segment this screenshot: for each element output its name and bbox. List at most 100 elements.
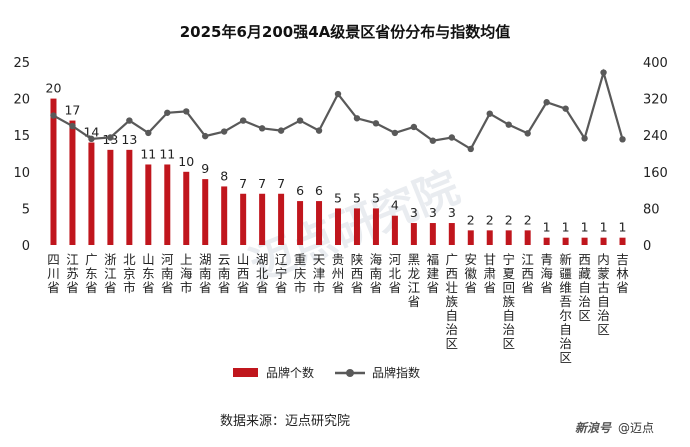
- line-point: [126, 117, 133, 124]
- bar: [221, 186, 228, 245]
- bar: [391, 215, 398, 245]
- line-point: [202, 132, 209, 140]
- line-point: [277, 127, 285, 134]
- bar-data-label: 6: [296, 183, 304, 198]
- x-category-label: 宁夏回族自治区: [502, 252, 515, 351]
- line-point: [220, 128, 228, 135]
- x-category-label: 黑龙江省: [408, 252, 421, 309]
- line-point: [107, 134, 114, 141]
- x-category-label: 广东省: [85, 252, 98, 295]
- x-category-label: 福建省: [427, 252, 440, 295]
- y-right-tick-label: 160: [643, 166, 668, 181]
- bar-data-label: 1: [562, 220, 570, 235]
- bar: [50, 98, 57, 245]
- bar-data-label: 11: [159, 146, 175, 161]
- legend-bar-label: 品牌个数: [266, 365, 314, 380]
- x-category-label: 山东省: [142, 252, 155, 295]
- bar: [505, 230, 512, 245]
- x-category-label: 天津市: [313, 252, 326, 295]
- bar: [278, 193, 285, 245]
- x-category-label: 海南省: [370, 252, 383, 295]
- line-point: [145, 129, 152, 137]
- bar-data-label: 2: [467, 212, 475, 227]
- x-category-label: 甘肃省: [483, 252, 496, 295]
- bar-data-label: 13: [121, 132, 137, 147]
- bar: [581, 237, 588, 245]
- line-point: [315, 127, 323, 134]
- bar-data-label: 5: [372, 190, 380, 205]
- bar-data-label: 17: [64, 103, 80, 118]
- bar: [88, 142, 95, 245]
- x-category-label: 吉林省: [616, 252, 629, 295]
- bar-data-label: 10: [178, 154, 194, 169]
- x-category-label: 浙江省: [104, 252, 117, 295]
- footer-brand: 新浪号 @迈点: [575, 421, 654, 435]
- legend-bar-swatch: [233, 368, 258, 377]
- bar: [202, 179, 209, 245]
- bar: [335, 208, 341, 245]
- line-point: [296, 117, 304, 124]
- right-axis: 0 80 160 240 320 400: [643, 56, 668, 254]
- y-left-tick-label: 20: [13, 93, 30, 108]
- x-category-label: 贵州省: [332, 252, 345, 295]
- left-axis: 0 5 10 15 20 25: [13, 56, 30, 254]
- bar-data-label: 1: [581, 220, 589, 235]
- bar-series: [50, 98, 626, 245]
- bar: [372, 208, 379, 245]
- y-left-tick-label: 15: [13, 129, 30, 144]
- bar: [619, 237, 626, 245]
- bar: [183, 171, 190, 245]
- bar: [486, 230, 493, 245]
- x-category-label: 青海省: [540, 252, 553, 295]
- bar-data-label: 5: [334, 190, 342, 205]
- legend-line-marker: [346, 369, 354, 377]
- bar: [524, 230, 531, 245]
- bar: [259, 193, 266, 245]
- y-right-tick-label: 80: [643, 202, 660, 217]
- y-left-tick-label: 25: [13, 56, 30, 71]
- x-category-label: 西藏自治区: [578, 252, 591, 323]
- bar: [69, 120, 76, 245]
- x-category-label: 内蒙古自治区: [597, 252, 610, 337]
- y-left-tick-label: 0: [22, 239, 30, 254]
- chart-title: 2025年6月200强4A级景区省份分布与指数均值: [180, 23, 511, 41]
- bar-data-label: 11: [140, 146, 156, 161]
- bar-data-label: 1: [543, 220, 551, 235]
- line-point: [69, 122, 76, 130]
- y-right-tick-label: 0: [643, 239, 651, 254]
- x-category-label: 湖北省: [256, 252, 269, 295]
- bar: [297, 201, 304, 245]
- bar-data-label: 8: [220, 168, 228, 183]
- line-point: [467, 145, 474, 153]
- bar: [600, 237, 607, 245]
- x-category-label: 新疆维吾尔自治区: [559, 252, 572, 365]
- source-note: 数据来源：迈点研究院: [220, 414, 350, 429]
- footer-brand-name: 新浪号: [575, 421, 612, 435]
- bar-data-label: 20: [46, 81, 62, 96]
- line-point: [50, 112, 57, 119]
- bar-data-label: 5: [353, 190, 361, 205]
- y-right-tick-label: 400: [643, 56, 668, 71]
- legend-line-label: 品牌指数: [372, 365, 420, 380]
- bar-data-label: 7: [258, 176, 266, 191]
- bar-data-label: 1: [600, 220, 608, 235]
- y-left-tick-label: 5: [22, 202, 30, 217]
- line-series: [50, 68, 626, 153]
- x-category-label: 云南省: [218, 252, 231, 295]
- line-point: [334, 90, 342, 98]
- line-point: [88, 135, 95, 143]
- bar-data-label: 2: [505, 212, 513, 227]
- x-category-label: 广西壮族自治区: [446, 252, 459, 351]
- bar: [126, 149, 133, 245]
- line-point: [562, 105, 569, 112]
- line-point: [353, 115, 361, 122]
- x-category-label: 重庆市: [294, 252, 307, 295]
- x-category-label: 陕西省: [351, 252, 364, 295]
- bar: [240, 193, 247, 245]
- x-category-label: 湖南省: [199, 252, 212, 295]
- bar-data-label: 3: [410, 205, 418, 220]
- bar: [316, 201, 323, 245]
- category-labels: 四川省江苏省广东省浙江省北京市山东省河南省上海市湖南省云南省山西省湖北省辽宁省重…: [47, 252, 629, 365]
- bar: [410, 223, 417, 245]
- bar: [145, 164, 152, 245]
